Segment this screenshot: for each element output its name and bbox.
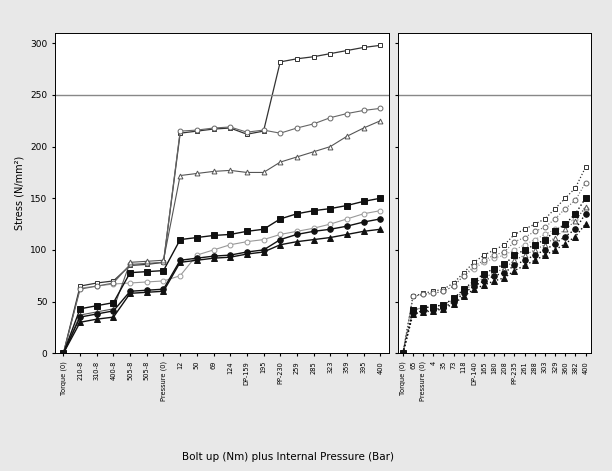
Y-axis label: Stress (N/mm²): Stress (N/mm²)	[15, 156, 24, 230]
Text: Bolt up (Nm) plus Internal Pressure (Bar): Bolt up (Nm) plus Internal Pressure (Bar…	[182, 452, 394, 462]
Legend: 1GA, 1GH, 2GA, 2GH, 3GA, 3GH, 4GA, 4GH, 2NA, 2NH, 3NA, 3NH, 4NA, 4NH, All. Stres: 1GA, 1GH, 2GA, 2GH, 3GA, 3GH, 4GA, 4GH, …	[457, 37, 586, 131]
